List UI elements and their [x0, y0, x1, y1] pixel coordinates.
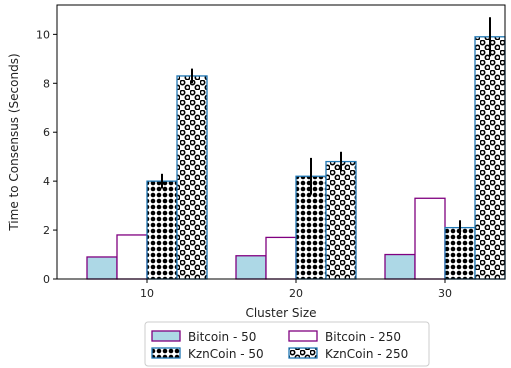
- y-tick-label: 8: [43, 77, 50, 90]
- bar: [146, 180, 178, 280]
- legend-swatch: [151, 347, 181, 359]
- bar: [444, 226, 476, 280]
- y-tick-label: 6: [43, 126, 50, 139]
- y-tick-label: 2: [43, 224, 50, 237]
- bar: [116, 234, 148, 280]
- legend-swatch: [288, 330, 318, 342]
- legend: Bitcoin - 50 Bitcoin - 250 KznCoin - 50 Kzn…: [144, 321, 430, 367]
- legend-frame: [144, 321, 430, 367]
- y-tick-label: 0: [43, 273, 50, 286]
- error-bars-layer: [161, 17, 491, 235]
- legend-label: Bitcoin - 50: [188, 330, 256, 344]
- y-tick-label: 4: [43, 175, 50, 188]
- x-axis-label: Cluster Size: [245, 306, 316, 320]
- bars-layer: [86, 36, 506, 280]
- y-axis: 0 2 4 6 8 10: [36, 28, 57, 286]
- bar: [86, 256, 118, 280]
- x-axis: 10 20 30: [140, 279, 452, 300]
- y-axis-label: Time to Consensus (Seconds): [7, 53, 21, 231]
- legend-label: KznCoin - 50: [188, 347, 264, 361]
- y-tick-label: 10: [36, 28, 50, 41]
- plot-frame: [56, 4, 506, 280]
- bar: [265, 236, 297, 280]
- bar: [414, 197, 446, 280]
- legend-label: Bitcoin - 250: [325, 330, 401, 344]
- bar: [325, 160, 357, 280]
- bar: [384, 253, 416, 280]
- legend-swatch: [151, 330, 181, 342]
- x-tick-label: 10: [140, 287, 154, 300]
- bar: [235, 255, 267, 280]
- x-tick-label: 20: [289, 287, 303, 300]
- x-tick-label: 30: [438, 287, 452, 300]
- legend-label: KznCoin - 250: [325, 347, 408, 361]
- bar: [474, 36, 506, 280]
- legend-swatch: [288, 347, 318, 359]
- bar: [176, 75, 208, 280]
